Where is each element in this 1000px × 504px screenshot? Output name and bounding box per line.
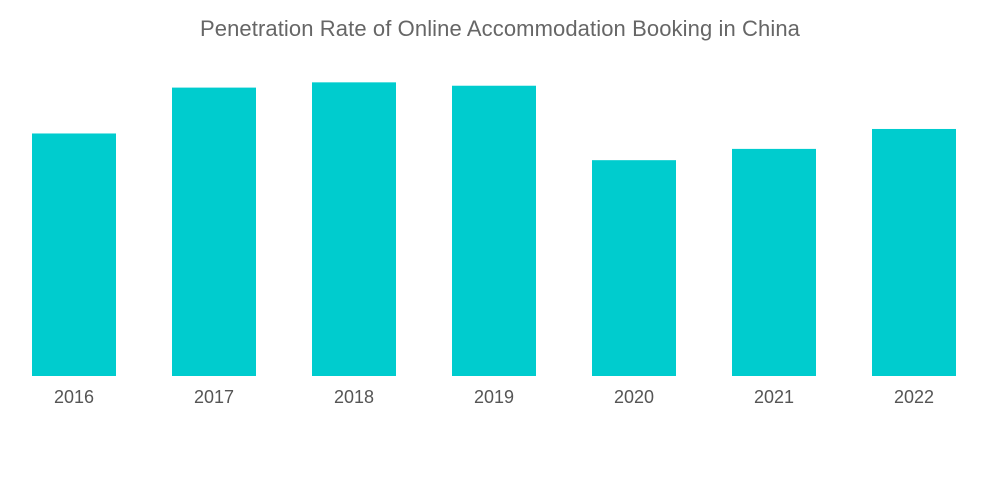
- x-tick-labels: 2016 2017 2018 2019 2020 2021 2022: [54, 387, 934, 407]
- bar-2020: [592, 160, 676, 376]
- bars-group: [32, 82, 956, 377]
- bar-2018: [312, 82, 396, 377]
- bar-2017: [172, 87, 256, 376]
- bar-2016: [32, 133, 116, 376]
- x-tick-label-2017: 2017: [194, 387, 234, 407]
- x-tick-label-2018: 2018: [334, 387, 374, 407]
- x-tick-label-2020: 2020: [614, 387, 654, 407]
- bar-2021: [732, 148, 816, 376]
- x-tick-label-2021: 2021: [754, 387, 794, 407]
- chart-title: Penetration Rate of Online Accommodation…: [199, 16, 801, 41]
- x-tick-label-2019: 2019: [474, 387, 514, 407]
- bar-2019: [452, 85, 536, 376]
- x-tick-label-2016: 2016: [54, 387, 94, 407]
- bar-2022: [872, 128, 956, 376]
- x-tick-label-2022: 2022: [894, 387, 934, 407]
